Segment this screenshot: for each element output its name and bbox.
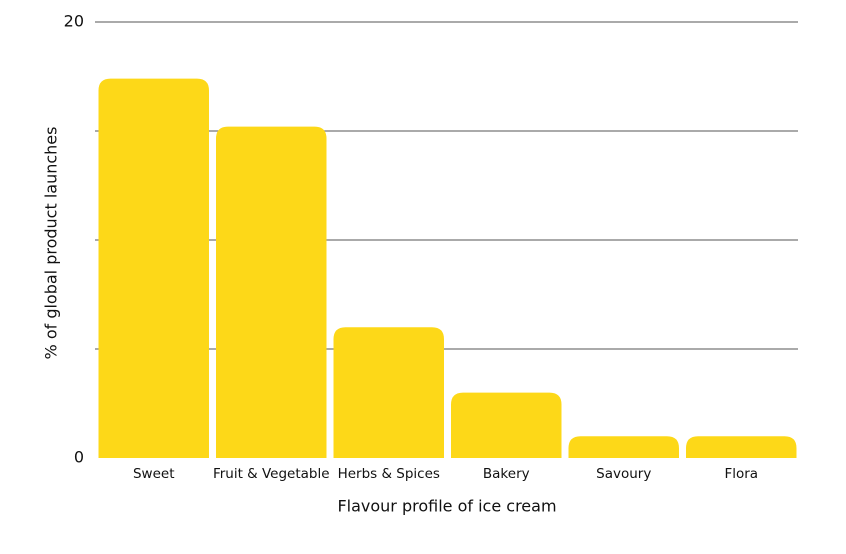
y-tick-label: 0 — [74, 448, 84, 467]
bar — [98, 78, 209, 459]
x-tick-label: Sweet — [133, 466, 175, 482]
x-tick-label: Herbs & Spices — [338, 466, 440, 482]
x-tick-label: Flora — [724, 466, 758, 482]
x-tick-label: Savoury — [596, 466, 651, 482]
bar — [216, 126, 327, 458]
bar — [333, 327, 444, 458]
bar — [451, 392, 562, 458]
y-axis-label: % of global product launches — [42, 127, 61, 360]
bar — [568, 436, 679, 458]
x-tick-label: Bakery — [483, 466, 530, 482]
x-tick-label: Fruit & Vegetable — [213, 466, 330, 482]
y-tick-label: 20 — [64, 12, 84, 31]
x-axis-label: Flavour profile of ice cream — [337, 497, 556, 516]
bar — [686, 436, 797, 458]
